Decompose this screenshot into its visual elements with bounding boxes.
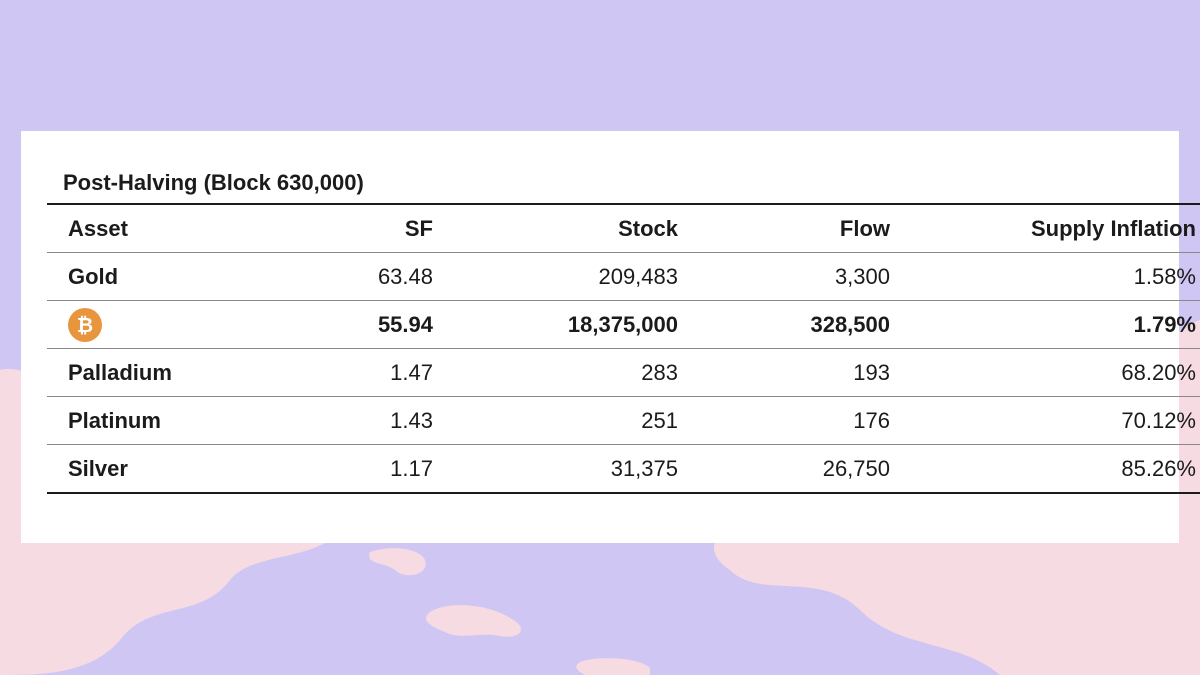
table-row: Silver 1.17 31,375 26,750 85.26% — [47, 444, 1200, 494]
cell-flow: 176 — [698, 396, 910, 445]
table-title: Post-Halving (Block 630,000) — [63, 170, 364, 195]
svg-text:₿: ₿ — [77, 313, 93, 337]
cell-asset: Silver — [47, 444, 213, 494]
cell-flow: 193 — [698, 348, 910, 397]
table-card: Post-Halving (Block 630,000) Asset SF St… — [21, 131, 1200, 543]
cell-flow: 3,300 — [698, 252, 910, 301]
pink-island-3 — [576, 658, 650, 675]
cell-stock: 283 — [453, 348, 698, 397]
cell-asset: Palladium — [47, 348, 213, 397]
pink-island-2 — [425, 605, 521, 637]
pink-blob-bottom-left — [0, 540, 330, 675]
cell-supply-inflation: 1.79% — [910, 300, 1200, 349]
header-flow: Flow — [698, 203, 910, 253]
cell-sf: 1.47 — [213, 348, 453, 397]
header-sf: SF — [213, 203, 453, 253]
cell-asset: Gold — [47, 252, 213, 301]
cell-stock: 31,375 — [453, 444, 698, 494]
cell-supply-inflation: 85.26% — [910, 444, 1200, 494]
pink-blob-bottom-right — [713, 543, 1200, 675]
cell-stock: 251 — [453, 396, 698, 445]
cell-supply-inflation: 70.12% — [910, 396, 1200, 445]
header-asset: Asset — [47, 203, 213, 253]
table-row: Gold 63.48 209,483 3,300 1.58% — [47, 252, 1200, 301]
table-row-bitcoin: ₿ 55.94 18,375,000 328,500 1.79% — [47, 300, 1200, 349]
cell-sf: 63.48 — [213, 252, 453, 301]
table-row: Platinum 1.43 251 176 70.12% — [47, 396, 1200, 445]
cell-stock: 209,483 — [453, 252, 698, 301]
data-table: Asset SF Stock Flow Supply Inflation Gol… — [47, 203, 1200, 494]
cell-stock: 18,375,000 — [453, 300, 698, 349]
cell-sf: 1.43 — [213, 396, 453, 445]
cell-supply-inflation: 1.58% — [910, 252, 1200, 301]
header-supply-inflation: Supply Inflation — [910, 203, 1200, 253]
table-row: Palladium 1.47 283 193 68.20% — [47, 348, 1200, 397]
cell-sf: 1.17 — [213, 444, 453, 494]
cell-flow: 328,500 — [698, 300, 910, 349]
bitcoin-icon: ₿ — [68, 307, 102, 342]
pink-island-1 — [369, 548, 426, 576]
cell-supply-inflation: 68.20% — [910, 348, 1200, 397]
cell-sf: 55.94 — [213, 300, 453, 349]
table-header-row: Asset SF Stock Flow Supply Inflation — [47, 203, 1200, 253]
header-stock: Stock — [453, 203, 698, 253]
cell-flow: 26,750 — [698, 444, 910, 494]
cell-asset: ₿ — [47, 300, 213, 349]
cell-asset: Platinum — [47, 396, 213, 445]
